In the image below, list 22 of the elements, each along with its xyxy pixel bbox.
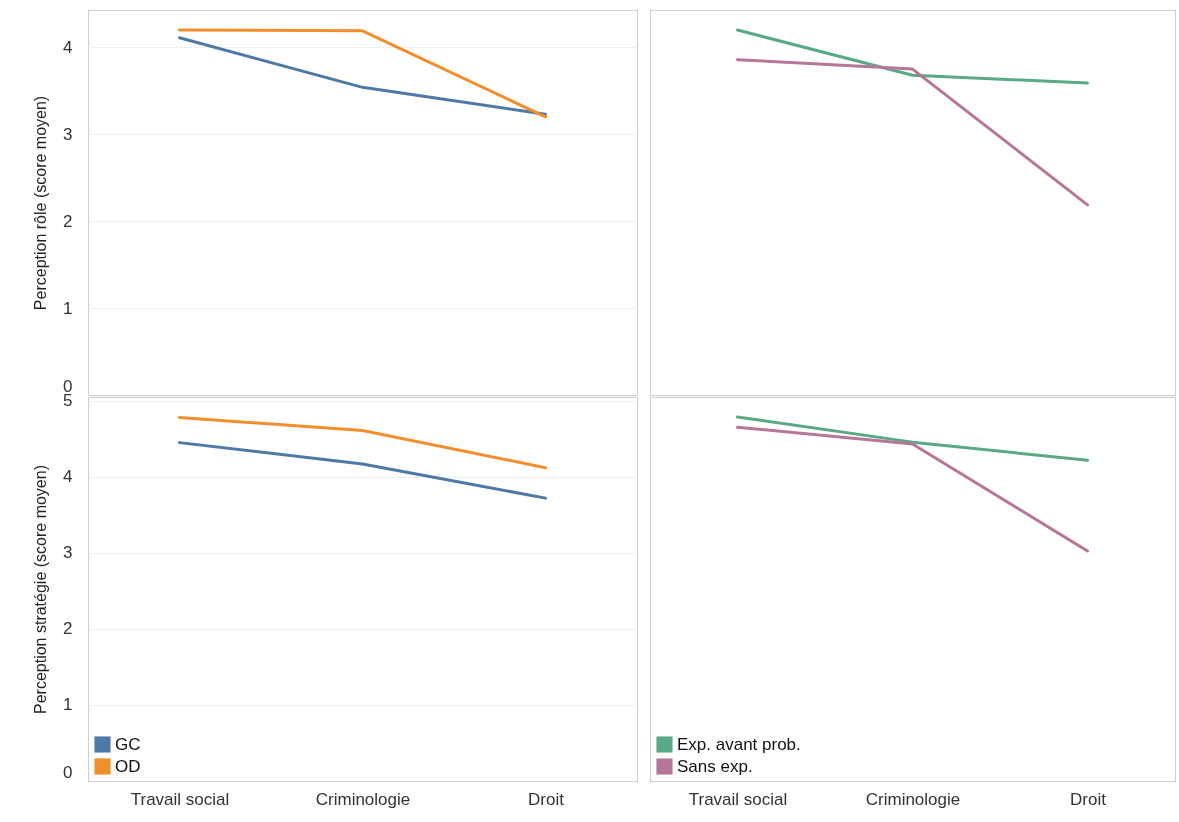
x-tick-label: Travail social [130,789,230,809]
x-tick-label: Droit [528,789,565,809]
x-tick-label: Criminologie [865,789,961,809]
y-tick-label: 1 [63,298,73,318]
x-tick-label: Droit [1070,789,1107,809]
y-tick-label: 2 [63,619,73,639]
legend-label: OD [115,756,141,776]
y-tick-label: 2 [63,211,73,231]
legend-label: GC [115,734,141,754]
x-tick-label: Criminologie [315,789,411,809]
y-axis-title: Perception rôle (score moyen) [32,95,50,311]
y-tick-label: 3 [63,124,73,144]
y-tick-label: 1 [63,695,73,715]
legend-label: Exp. avant prob. [677,734,801,754]
y-axis-title: Perception stratégie (score moyen) [32,465,50,714]
y-tick-label: 4 [63,37,73,57]
x-tick-label: Travail social [688,789,788,809]
y-tick-label: 0 [63,762,73,782]
y-tick-label: 3 [63,543,73,563]
legend-label: Sans exp. [677,756,753,776]
y-tick-label: 5 [63,391,73,411]
y-tick-label: 4 [63,467,73,487]
